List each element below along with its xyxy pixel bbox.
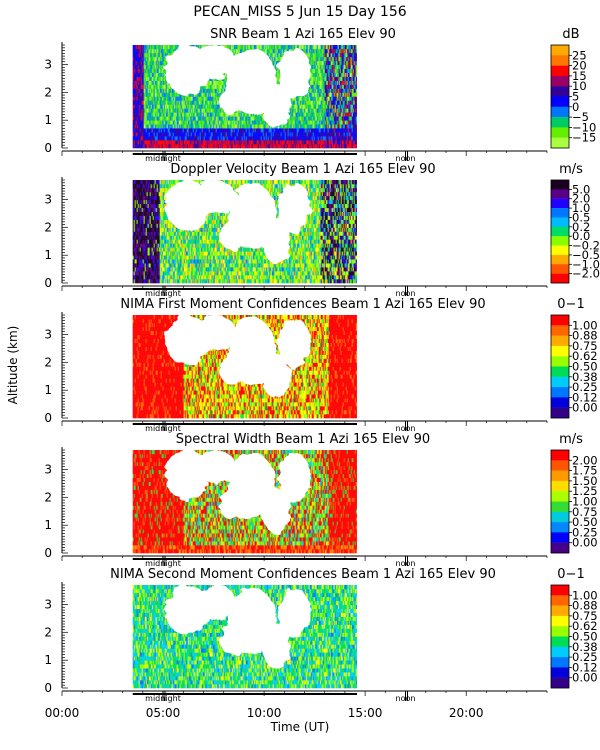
panels-group: SNR Beam 1 Azi 165 Elev 90 dB0123midnight… xyxy=(44,27,600,703)
panel-snr: SNR Beam 1 Azi 165 Elev 90 dB0123midnight… xyxy=(44,27,596,163)
panel-units: dB xyxy=(562,27,579,42)
x-axis-label: Time (UT) xyxy=(270,720,330,734)
panel-title: SNR Beam 1 Azi 165 Elev 90 xyxy=(210,27,396,42)
figure-title: PECAN_MISS 5 Jun 15 Day 156 xyxy=(193,4,406,20)
radar-profiler-figure: PECAN_MISS 5 Jun 15 Day 156 Altitude (km… xyxy=(0,0,600,750)
y-axis-label: Altitude (km) xyxy=(6,326,20,405)
